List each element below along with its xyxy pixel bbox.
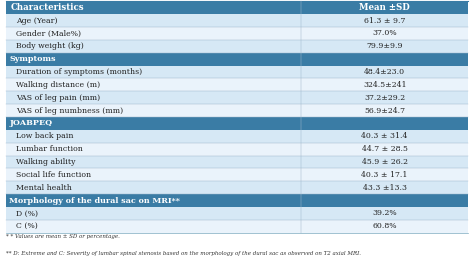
Text: Body weight (kg): Body weight (kg) (16, 42, 84, 50)
Bar (6, 168, 468, 181)
Text: Duration of symptoms (months): Duration of symptoms (months) (16, 68, 142, 76)
Text: 324.5±241: 324.5±241 (363, 81, 406, 89)
Bar (6, 130, 468, 143)
Text: Low back pain: Low back pain (16, 132, 73, 140)
Text: Symptoms: Symptoms (9, 55, 56, 63)
Bar (6, 143, 468, 155)
Text: Walking distance (m): Walking distance (m) (16, 81, 100, 89)
Bar (6, 1, 468, 14)
Text: 48.4±23.0: 48.4±23.0 (364, 68, 405, 76)
Bar (6, 194, 468, 207)
Text: 45.9 ± 26.2: 45.9 ± 26.2 (362, 158, 408, 166)
Bar (6, 27, 468, 40)
Bar (6, 14, 468, 27)
Text: Walking ability: Walking ability (16, 158, 76, 166)
Text: D (%): D (%) (16, 209, 38, 217)
Bar (6, 104, 468, 117)
Text: 60.8%: 60.8% (373, 222, 397, 230)
Text: 37.2±29.2: 37.2±29.2 (364, 94, 405, 102)
Text: 40.3 ± 17.1: 40.3 ± 17.1 (362, 171, 408, 179)
Text: VAS of leg pain (mm): VAS of leg pain (mm) (16, 94, 100, 102)
Bar (6, 91, 468, 104)
Text: 61.3 ± 9.7: 61.3 ± 9.7 (364, 17, 405, 25)
Bar (6, 155, 468, 168)
Text: VAS of leg numbness (mm): VAS of leg numbness (mm) (16, 107, 123, 115)
Text: Gender (Male%): Gender (Male%) (16, 30, 81, 37)
Text: ** D: Extreme and C: Severity of lumbar spinal stenosis based on the morphology : ** D: Extreme and C: Severity of lumbar … (6, 251, 361, 256)
Text: Social life function: Social life function (16, 171, 91, 179)
Text: Mental health: Mental health (16, 184, 72, 192)
Text: Age (Year): Age (Year) (16, 17, 58, 25)
Bar (6, 53, 468, 66)
Text: C (%): C (%) (16, 222, 38, 230)
Bar (6, 207, 468, 220)
Text: * * Values are mean ± SD or percentage.: * * Values are mean ± SD or percentage. (6, 234, 119, 239)
Text: 39.2%: 39.2% (373, 209, 397, 217)
Text: 40.3 ± 31.4: 40.3 ± 31.4 (362, 132, 408, 140)
Bar (6, 181, 468, 194)
Bar (6, 117, 468, 130)
Text: Characteristics: Characteristics (10, 3, 84, 12)
Text: 56.9±24.7: 56.9±24.7 (364, 107, 405, 115)
Text: JOABPEQ: JOABPEQ (9, 119, 53, 128)
Bar (6, 40, 468, 53)
Bar (6, 66, 468, 79)
Text: 37.0%: 37.0% (373, 30, 397, 37)
Text: 44.7 ± 28.5: 44.7 ± 28.5 (362, 145, 408, 153)
Text: Lumbar function: Lumbar function (16, 145, 83, 153)
Text: 43.3 ±13.3: 43.3 ±13.3 (363, 184, 407, 192)
Bar (6, 79, 468, 91)
Text: Mean ±SD: Mean ±SD (359, 3, 410, 12)
Bar (6, 220, 468, 233)
Text: 79.9±9.9: 79.9±9.9 (366, 42, 403, 50)
Text: Morphology of the dural sac on MRI**: Morphology of the dural sac on MRI** (9, 197, 180, 204)
